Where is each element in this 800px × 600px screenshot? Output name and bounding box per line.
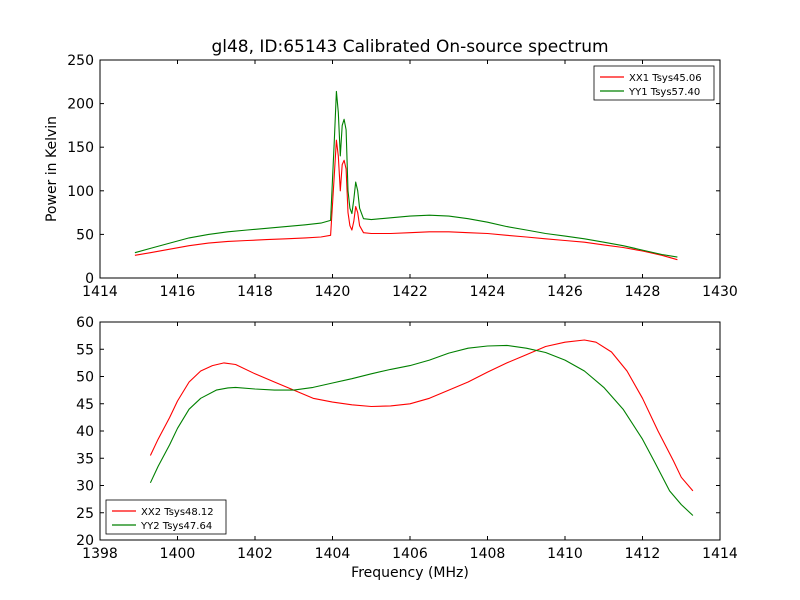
x-tick-label: 1418 — [237, 284, 273, 300]
x-tick-label: 1402 — [237, 546, 273, 562]
x-axis-label: Frequency (MHz) — [351, 565, 469, 581]
legend-1: XX1 Tsys45.06 YY1 Tsys57.40 — [593, 65, 715, 101]
y-axis-label: Power in Kelvin — [44, 116, 60, 222]
series-line-1-2 — [134, 90, 678, 258]
y-tick-label: 55 — [76, 342, 94, 358]
y-tick-label: 45 — [76, 397, 94, 413]
x-tick-label: 1408 — [470, 546, 506, 562]
x-tick-label: 1426 — [547, 284, 583, 300]
x-tick-label: 1414 — [82, 284, 118, 300]
x-tick-label: 1406 — [392, 546, 428, 562]
legend-label: XX2 Tsys48.12 — [141, 507, 214, 518]
y-tick-label: 150 — [67, 140, 94, 156]
x-tick-label: 1422 — [392, 284, 428, 300]
series-line-2-1 — [149, 339, 694, 492]
y-tick-label: 60 — [76, 315, 94, 331]
y-tick-label: 20 — [76, 533, 94, 549]
x-tick-label: 1398 — [82, 546, 118, 562]
y-tick-label: 0 — [85, 271, 94, 287]
y-tick-label: 200 — [67, 97, 94, 113]
legend-2: XX2 Tsys48.12 YY2 Tsys47.64 — [105, 499, 227, 535]
legend-box — [593, 65, 715, 101]
y-tick-label: 50 — [76, 227, 94, 243]
x-tick-label: 1424 — [470, 284, 506, 300]
x-tick-label: 1414 — [702, 546, 738, 562]
legend-label: XX1 Tsys45.06 — [629, 73, 702, 84]
x-tick-label: 1400 — [160, 546, 196, 562]
y-tick-label: 100 — [67, 184, 94, 200]
x-tick-label: 1416 — [160, 284, 196, 300]
x-tick-label: 1420 — [315, 284, 351, 300]
y-tick-label: 50 — [76, 370, 94, 386]
x-tick-label: 1412 — [625, 546, 661, 562]
series-line-1-1 — [134, 139, 678, 261]
legend-box — [105, 499, 227, 535]
legend-label: YY2 Tsys47.64 — [140, 521, 212, 532]
x-tick-label: 1404 — [315, 546, 351, 562]
y-tick-label: 40 — [76, 424, 94, 440]
y-tick-label: 35 — [76, 451, 94, 467]
y-tick-label: 250 — [67, 53, 94, 69]
y-tick-label: 25 — [76, 506, 94, 522]
x-tick-label: 1410 — [547, 546, 583, 562]
x-tick-label: 1428 — [625, 284, 661, 300]
series-line-2-2 — [149, 344, 694, 516]
y-tick-label: 30 — [76, 479, 94, 495]
chart-title: gl48, ID:65143 Calibrated On-source spec… — [211, 37, 608, 57]
x-tick-label: 1430 — [702, 284, 738, 300]
legend-label: YY1 Tsys57.40 — [628, 87, 700, 98]
